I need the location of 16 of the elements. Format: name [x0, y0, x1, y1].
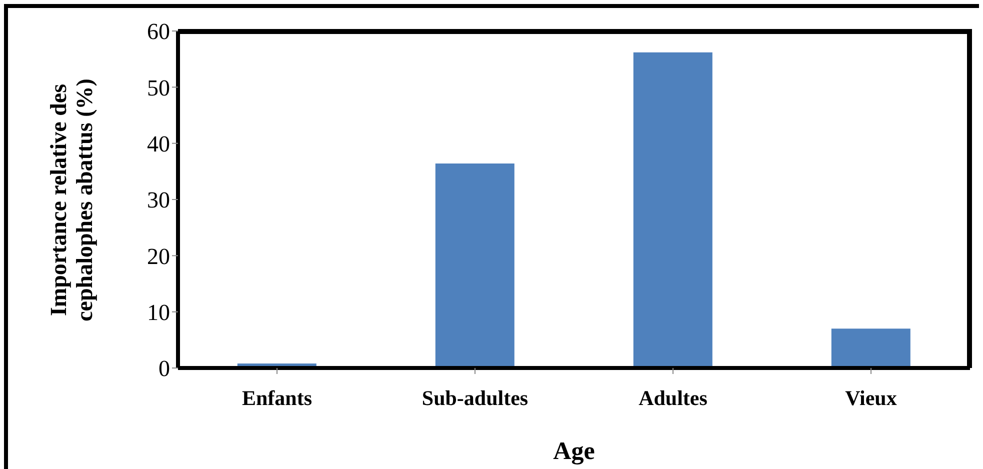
- y-tick-label: 50: [147, 75, 170, 100]
- y-tick-label: 40: [147, 132, 170, 156]
- x-axis-title: Age: [552, 438, 596, 466]
- y-tick-label: 30: [147, 188, 170, 213]
- x-tick-label: Vieux: [845, 386, 898, 410]
- x-tick-label: Enfants: [242, 386, 312, 410]
- bar: [633, 52, 712, 368]
- y-tick-label: 10: [147, 300, 170, 325]
- y-axis-title: Importance relative des cephalophes abattus (%): [45, 78, 98, 324]
- bar: [831, 328, 910, 368]
- bar: [435, 164, 514, 368]
- x-tick-label: Adultes: [638, 386, 708, 410]
- y-tick-label: 0: [158, 356, 170, 382]
- x-tick-label: Sub-adultes: [422, 386, 528, 410]
- y-tick-label: 20: [147, 244, 170, 269]
- y-tick-label: 60: [147, 19, 170, 44]
